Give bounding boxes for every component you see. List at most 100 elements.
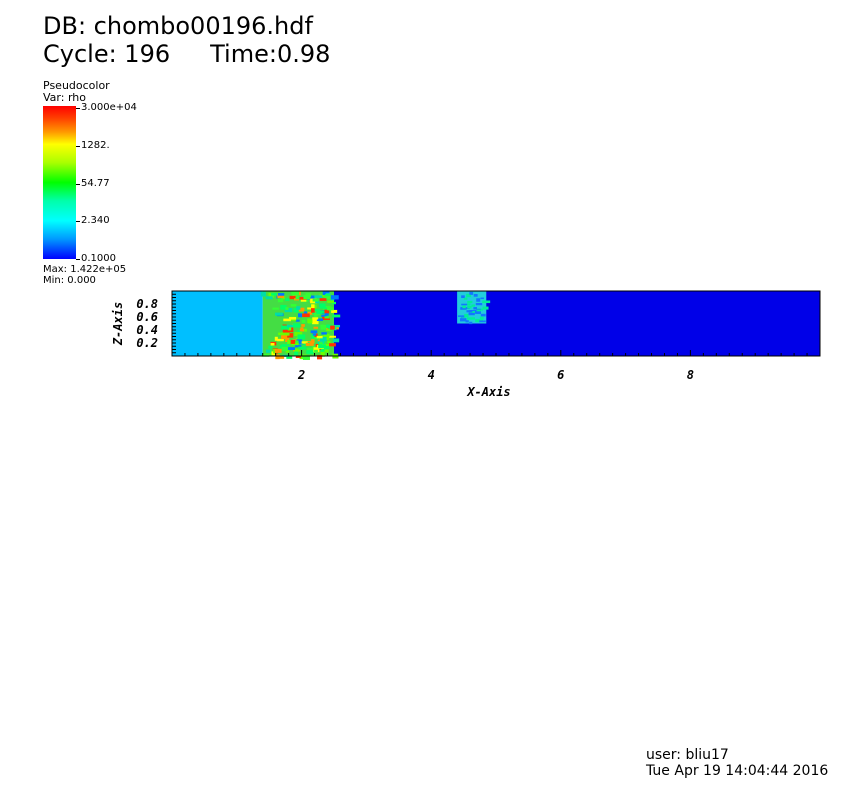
heatmap-cell bbox=[310, 339, 315, 344]
heatmap-cell bbox=[284, 307, 293, 313]
heatmap-cell bbox=[316, 310, 322, 315]
heatmap-cell bbox=[296, 339, 303, 343]
heatmap-cell bbox=[317, 354, 323, 360]
user-label: user: bliu17 bbox=[646, 747, 729, 763]
x-tick-label: 6 bbox=[557, 368, 564, 382]
legend-variable: Var: rho bbox=[43, 91, 86, 104]
timestamp-label: Tue Apr 19 14:04:44 2016 bbox=[646, 763, 829, 779]
heatmap-cell bbox=[320, 324, 327, 330]
heatmap-cell bbox=[285, 337, 290, 343]
heatmap-cell bbox=[281, 335, 288, 339]
heatmap-cell bbox=[476, 298, 481, 302]
y-tick-label: 0.8 bbox=[136, 297, 158, 311]
heatmap-cell bbox=[297, 329, 303, 332]
heatmap-cell bbox=[468, 312, 475, 316]
colorbar-tick: 54.77 bbox=[76, 178, 110, 189]
heatmap-cell bbox=[290, 340, 296, 344]
heatmap-cell bbox=[306, 350, 314, 354]
heatmap-cell bbox=[324, 313, 329, 316]
heatmap-cell bbox=[312, 298, 319, 302]
heatmap-cell bbox=[280, 345, 286, 349]
heatmap-cell bbox=[305, 293, 311, 298]
legend-min: Min: 0.000 bbox=[43, 275, 96, 286]
legend-plot-type: Pseudocolor bbox=[43, 79, 110, 92]
heatmap-cell bbox=[323, 346, 330, 350]
heatmap-cell bbox=[298, 313, 302, 318]
heatmap-cell bbox=[326, 328, 332, 332]
heatmap-cell bbox=[467, 306, 472, 309]
heatmap-cell bbox=[281, 325, 289, 330]
heatmap-cell bbox=[460, 318, 467, 322]
cycle-label: Cycle: 196 bbox=[43, 40, 171, 68]
heatmap-cell bbox=[275, 354, 280, 360]
heatmap-cell bbox=[471, 304, 476, 307]
heatmap-cell bbox=[294, 332, 303, 336]
heatmap-cell bbox=[473, 307, 477, 310]
time-label: Time:0.98 bbox=[210, 40, 331, 68]
heatmap-region bbox=[334, 291, 820, 356]
colorbar-tick: 1282. bbox=[76, 140, 110, 151]
heatmap-cell bbox=[466, 310, 473, 313]
heatmap-cell bbox=[261, 353, 270, 357]
heatmap-cell bbox=[278, 293, 285, 296]
heatmap-cell bbox=[473, 294, 478, 297]
heatmap-cell bbox=[277, 338, 284, 342]
heatmap-cell bbox=[330, 325, 335, 330]
heatmap-cell bbox=[327, 300, 335, 303]
heatmap-cell bbox=[319, 303, 326, 309]
heatmap-cell bbox=[282, 329, 290, 333]
heatmap-cell bbox=[466, 293, 472, 298]
heatmap-cell bbox=[323, 333, 330, 337]
heatmap-cell bbox=[461, 295, 465, 299]
heatmap-cell bbox=[305, 342, 310, 346]
x-tick-label: 4 bbox=[428, 368, 435, 382]
heatmap-cell bbox=[312, 311, 316, 315]
heatmap-cell bbox=[288, 347, 296, 350]
heatmap-cell bbox=[324, 349, 329, 353]
heatmap-cell bbox=[320, 310, 324, 314]
heatmap-cell bbox=[274, 336, 278, 341]
heatmap-cell bbox=[312, 319, 319, 325]
heatmap-cell bbox=[316, 335, 323, 339]
heatmap-cell bbox=[285, 298, 290, 301]
heatmap-cell bbox=[469, 321, 473, 325]
heatmap-cell bbox=[280, 304, 287, 310]
heatmap-cell bbox=[320, 351, 325, 357]
heatmap-cell bbox=[296, 306, 301, 310]
db-title: DB: chombo00196.hdf bbox=[43, 12, 313, 40]
heatmap-cell bbox=[324, 296, 332, 300]
y-tick-label: 0.4 bbox=[136, 323, 158, 337]
heatmap-cell bbox=[311, 337, 318, 340]
heatmap-cell bbox=[276, 355, 285, 359]
heatmap-cell bbox=[462, 305, 466, 309]
heatmap-cell bbox=[306, 347, 314, 351]
heatmap-cell bbox=[332, 355, 339, 359]
heatmap-cell bbox=[314, 349, 318, 353]
x-axis-title: X-Axis bbox=[466, 385, 510, 399]
heatmap-cell bbox=[286, 355, 293, 359]
legend-max: Max: 1.422e+05 bbox=[43, 264, 127, 275]
heatmap-cell bbox=[307, 318, 313, 324]
heatmap-cell bbox=[332, 324, 341, 328]
heatmap-cell bbox=[294, 351, 298, 356]
x-tick-label: 2 bbox=[297, 368, 305, 382]
heatmap-cell bbox=[310, 308, 315, 313]
heatmap-cell bbox=[312, 308, 320, 311]
heatmap-cell bbox=[328, 335, 336, 338]
heatmap-cell bbox=[476, 308, 481, 311]
heatmap-cell bbox=[332, 353, 339, 357]
heatmap-cell bbox=[265, 296, 273, 300]
heatmap-cell bbox=[482, 306, 489, 310]
heatmap-cell bbox=[301, 319, 306, 324]
heatmap-cell bbox=[283, 318, 291, 322]
heatmap-cell bbox=[306, 295, 315, 300]
heatmap-cell bbox=[480, 313, 486, 317]
heatmap-cell bbox=[475, 311, 481, 314]
heatmap-cell bbox=[332, 301, 336, 305]
heatmap-cell bbox=[326, 324, 335, 328]
heatmap-cell bbox=[316, 318, 324, 322]
heatmap-cell bbox=[475, 318, 484, 323]
y-tick-label: 0.6 bbox=[136, 310, 158, 324]
heatmap-cell bbox=[463, 297, 468, 300]
